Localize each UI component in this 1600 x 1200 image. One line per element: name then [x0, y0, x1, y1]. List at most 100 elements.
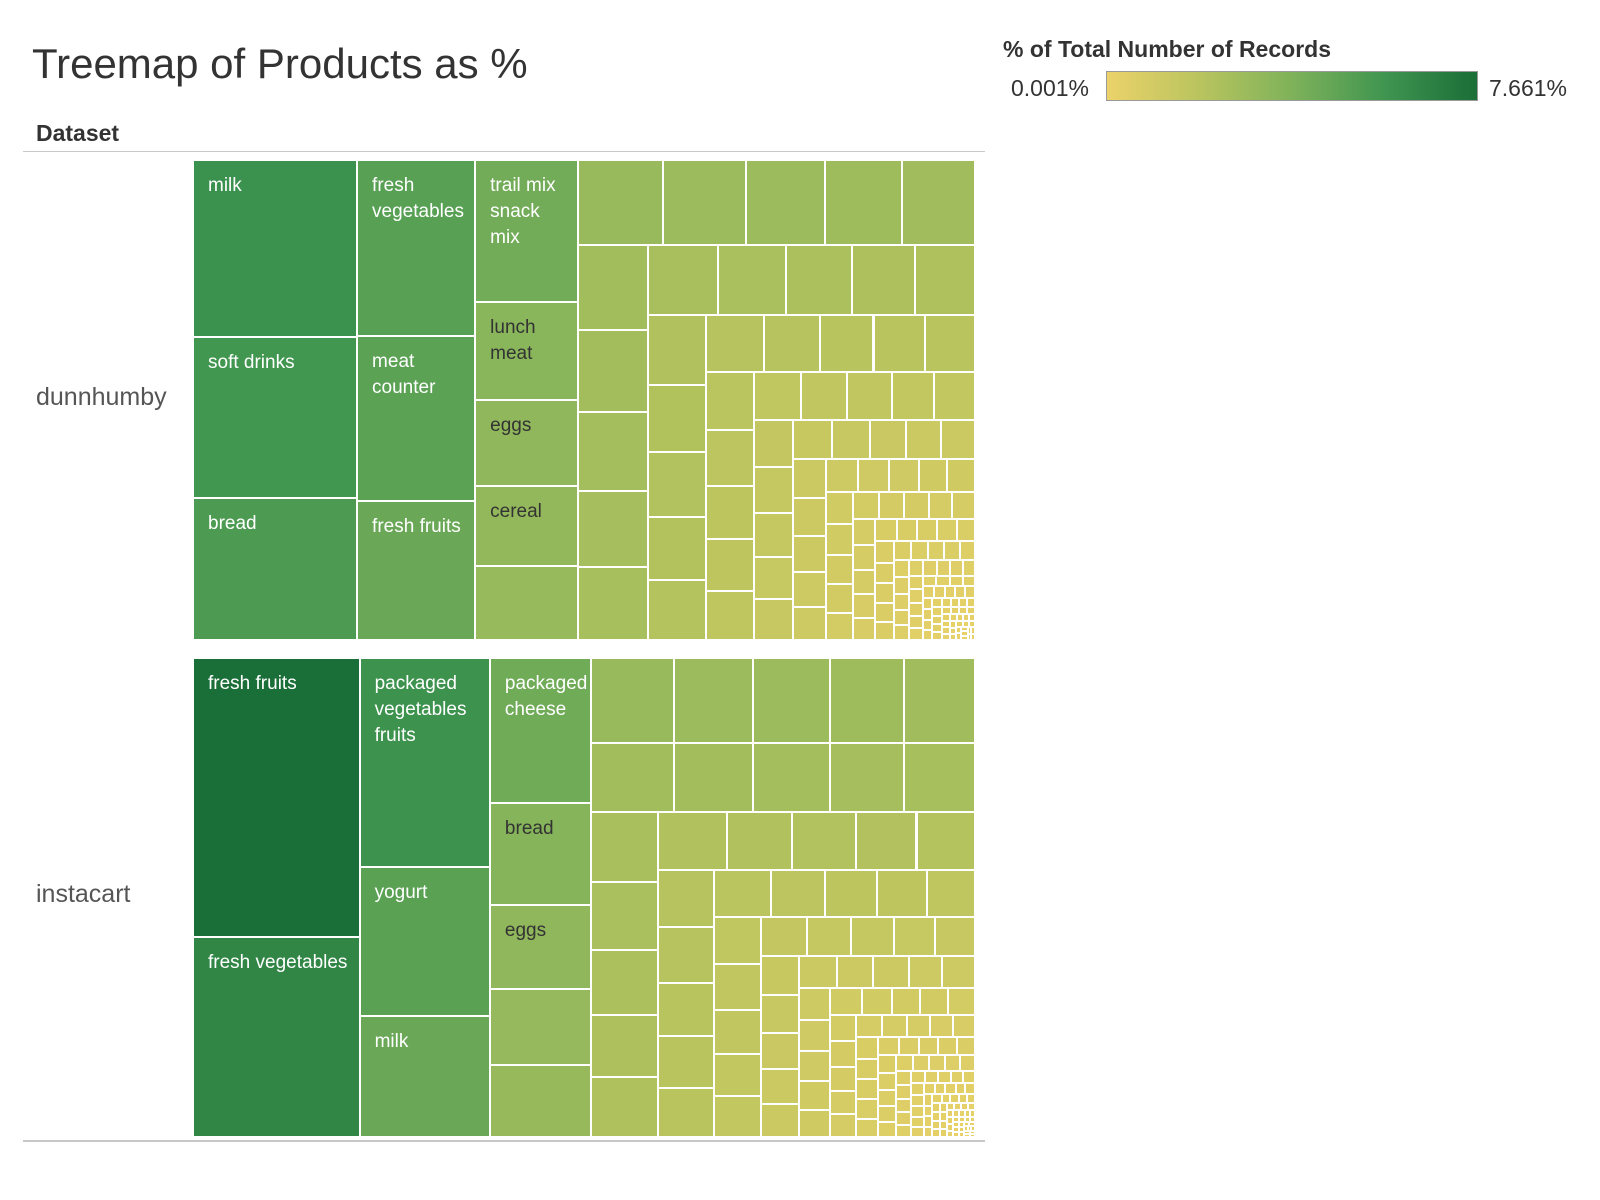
treemap-cell-small[interactable]: [798, 1020, 831, 1052]
treemap-cell-small[interactable]: [969, 1134, 975, 1137]
treemap-cell-small[interactable]: [825, 160, 902, 245]
treemap-cell-small[interactable]: [852, 491, 880, 519]
treemap-cell-small[interactable]: [904, 491, 929, 519]
treemap-cell-small[interactable]: [946, 1103, 955, 1111]
treemap-cell-small[interactable]: [956, 626, 962, 634]
treemap-cell-small[interactable]: [950, 621, 957, 628]
treemap-cell-small[interactable]: [910, 1095, 924, 1107]
treemap-cell-small[interactable]: [953, 1122, 960, 1128]
treemap-cell-small[interactable]: [922, 630, 933, 640]
treemap-cell-small[interactable]: [903, 658, 975, 743]
treemap-cell-small[interactable]: [714, 964, 761, 1011]
treemap-cell[interactable]: soft drinks: [193, 336, 358, 498]
treemap-cell-small[interactable]: [658, 869, 715, 928]
treemap-cell-small[interactable]: [924, 1070, 939, 1084]
treemap-cell-small[interactable]: [798, 1109, 831, 1137]
treemap-cell-small[interactable]: [793, 606, 826, 640]
treemap-cell-small[interactable]: [647, 579, 706, 640]
treemap-cell-small[interactable]: [923, 559, 938, 576]
treemap-cell-small[interactable]: [967, 1094, 975, 1104]
treemap-cell-small[interactable]: [856, 1058, 878, 1080]
treemap-cell-small[interactable]: [955, 1083, 966, 1095]
treemap-cell-small[interactable]: [825, 491, 853, 524]
treemap-cell-small[interactable]: [718, 244, 787, 315]
treemap-cell-small[interactable]: [856, 1118, 878, 1137]
treemap-cell-small[interactable]: [936, 575, 950, 587]
treemap-cell-small[interactable]: [895, 1084, 911, 1099]
treemap-cell-small[interactable]: [920, 988, 949, 1015]
treemap-cell-small[interactable]: [825, 459, 858, 492]
treemap-cell-small[interactable]: [875, 518, 897, 542]
treemap-cell-small[interactable]: [590, 812, 659, 883]
treemap-cell-small[interactable]: [873, 314, 926, 373]
treemap-cell-small[interactable]: [958, 1094, 968, 1104]
treemap-cell-small[interactable]: [933, 586, 945, 598]
treemap-cell-small[interactable]: [895, 1112, 911, 1125]
treemap-cell-small[interactable]: [673, 742, 754, 813]
treemap-cell-small[interactable]: [942, 606, 951, 614]
treemap-cell[interactable]: fresh vegetables: [357, 160, 476, 336]
treemap-cell-small[interactable]: [955, 586, 966, 598]
treemap-cell-small[interactable]: [956, 633, 962, 640]
treemap-cell-small[interactable]: [956, 518, 975, 542]
treemap-cell-small[interactable]: [968, 1103, 975, 1111]
treemap-cell-small[interactable]: [950, 613, 957, 622]
treemap-cell-small[interactable]: [949, 575, 963, 587]
treemap-cell-small[interactable]: [753, 419, 793, 468]
treemap-cell-small[interactable]: [673, 658, 754, 743]
treemap-cell-small[interactable]: [877, 1089, 896, 1107]
treemap-cell-small[interactable]: [910, 1127, 924, 1137]
treemap-cell-small[interactable]: [946, 1110, 954, 1118]
treemap-cell-small[interactable]: [856, 1099, 878, 1119]
treemap-cell-small[interactable]: [937, 559, 951, 576]
treemap-cell-small[interactable]: [965, 1083, 975, 1095]
treemap-cell-small[interactable]: [932, 1112, 941, 1121]
treemap-cell-small[interactable]: [792, 812, 856, 870]
treemap-cell[interactable]: milk: [359, 1016, 490, 1137]
treemap-cell-small[interactable]: [832, 419, 871, 460]
treemap-cell-small[interactable]: [577, 491, 648, 567]
treemap-cell-small[interactable]: [963, 1070, 975, 1084]
treemap-cell-small[interactable]: [932, 1120, 941, 1130]
treemap-cell-small[interactable]: [760, 916, 807, 957]
treemap-cell-small[interactable]: [922, 619, 933, 631]
treemap-cell-small[interactable]: [964, 1110, 970, 1117]
treemap-cell-small[interactable]: [577, 330, 648, 413]
treemap-cell-small[interactable]: [873, 956, 909, 989]
treemap-cell-small[interactable]: [956, 621, 963, 627]
treemap-cell-small[interactable]: [875, 541, 894, 563]
treemap-cell-small[interactable]: [753, 658, 831, 743]
treemap-cell-small[interactable]: [705, 372, 754, 431]
treemap-cell-small[interactable]: [937, 518, 957, 542]
treemap-cell-small[interactable]: [940, 1120, 947, 1130]
treemap-cell-small[interactable]: [948, 988, 975, 1015]
treemap-cell-small[interactable]: [830, 1066, 857, 1091]
treemap-cell-small[interactable]: [856, 1014, 882, 1038]
treemap-cell-small[interactable]: [950, 606, 960, 614]
treemap-cell-small[interactable]: [891, 372, 935, 420]
treemap-cell-small[interactable]: [971, 633, 975, 640]
treemap-cell-small[interactable]: [963, 1130, 970, 1134]
treemap-cell[interactable]: yogurt: [359, 867, 490, 1017]
treemap-cell-small[interactable]: [932, 624, 943, 633]
treemap-cell-small[interactable]: [590, 949, 659, 1015]
treemap-cell-small[interactable]: [967, 633, 972, 640]
treemap-cell-small[interactable]: [881, 1014, 907, 1038]
treemap-cell-small[interactable]: [962, 621, 969, 627]
treemap-cell-small[interactable]: [925, 314, 975, 373]
treemap-cell-small[interactable]: [852, 544, 876, 571]
treemap-cell-small[interactable]: [953, 1127, 960, 1133]
treemap-cell[interactable]: packaged cheese: [489, 658, 591, 803]
treemap-cell-small[interactable]: [959, 1132, 964, 1137]
treemap-cell-small[interactable]: [590, 658, 674, 743]
treemap-cell-small[interactable]: [898, 1037, 920, 1056]
treemap-cell-small[interactable]: [770, 869, 825, 917]
treemap-cell-small[interactable]: [801, 372, 848, 420]
treemap-cell-small[interactable]: [967, 597, 975, 607]
treemap-cell-small[interactable]: [971, 1125, 975, 1131]
treemap-cell-small[interactable]: [658, 927, 715, 983]
treemap-cell-small[interactable]: [888, 459, 919, 492]
treemap-cell-small[interactable]: [953, 1132, 960, 1137]
treemap-cell[interactable]: trail mix snack mix: [475, 160, 578, 302]
treemap-cell-small[interactable]: [967, 626, 972, 634]
